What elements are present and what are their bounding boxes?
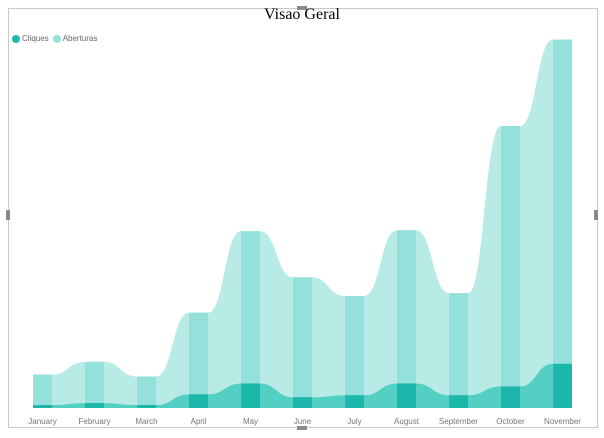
bar-aberturas[interactable] [189,312,208,395]
resize-handle-top[interactable] [297,6,307,10]
ribbon-cliques [33,363,572,408]
bar-cliques[interactable] [85,403,104,408]
x-tick-label: July [347,417,361,426]
bar-aberturas[interactable] [397,230,416,384]
bar-aberturas[interactable] [85,361,104,404]
bar-cliques[interactable] [553,363,572,408]
legend-swatch-cliques [12,34,20,43]
x-tick-label: January [28,417,56,426]
chart-legend: Cliques Aberturas [12,34,101,43]
x-tick-label: October [496,417,525,426]
bar-aberturas[interactable] [449,293,468,396]
bar-cliques[interactable] [189,394,208,408]
bar-cliques[interactable] [501,386,520,408]
resize-handle-right[interactable] [594,210,598,220]
legend-item-aberturas[interactable]: Aberturas [52,34,98,43]
x-tick-label: April [190,417,206,426]
legend-swatch-aberturas [52,34,61,43]
ribbon-aberturas [33,39,572,406]
bar-cliques[interactable] [345,395,364,408]
x-tick-label: May [243,417,258,426]
bar-aberturas[interactable] [241,231,260,384]
bar-aberturas[interactable] [345,296,364,396]
resize-handle-left[interactable] [6,210,10,220]
legend-item-cliques[interactable]: Cliques [12,34,49,43]
bar-cliques[interactable] [137,405,156,408]
bar-cliques[interactable] [241,383,260,408]
bar-cliques[interactable] [293,397,312,408]
x-tick-label: June [294,417,312,426]
bar-cliques[interactable] [449,395,468,408]
bar-aberturas[interactable] [501,126,520,387]
x-tick-label: March [135,417,157,426]
bar-aberturas[interactable] [137,376,156,406]
resize-handle-bottom[interactable] [297,426,307,430]
bar-cliques[interactable] [33,405,52,408]
x-tick-label: September [439,417,478,426]
x-tick-label: February [78,417,110,426]
x-tick-label: November [544,417,581,426]
bar-aberturas[interactable] [33,374,52,406]
bar-aberturas[interactable] [293,277,312,398]
bar-cliques[interactable] [397,383,416,408]
legend-label-aberturas: Aberturas [62,34,98,43]
legend-label-cliques: Cliques [22,34,49,43]
bar-aberturas[interactable] [553,39,572,364]
chart-title: Visao Geral [264,6,340,23]
x-tick-label: August [394,417,420,426]
